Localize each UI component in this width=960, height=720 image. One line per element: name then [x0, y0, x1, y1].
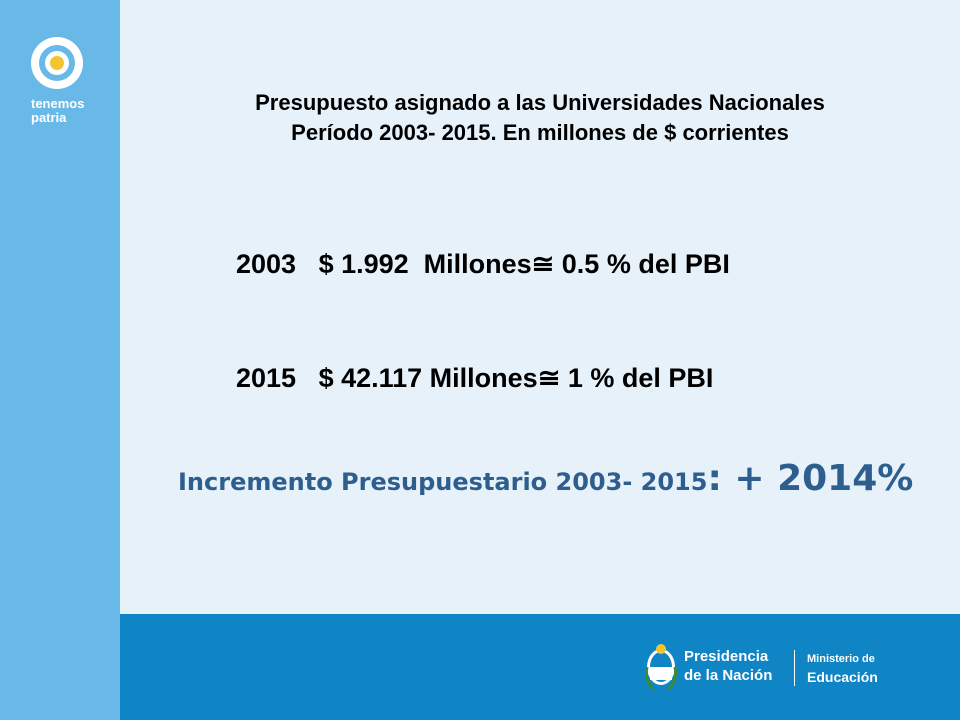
slide-body — [120, 0, 960, 614]
ministerio-line-2: Educación — [807, 669, 878, 685]
increment-value: : + 2014% — [707, 458, 914, 499]
sidebar — [0, 0, 120, 720]
argentina-coat-of-arms-icon — [644, 644, 678, 691]
slide-title: Presupuesto asignado a las Universidades… — [120, 88, 960, 148]
budget-row-2015: 2015 $ 42.117 Millones≅ 1 % del PBI — [120, 332, 960, 394]
logo-line-1: tenemos — [31, 96, 85, 111]
presidencia-line-1: Presidencia — [684, 648, 769, 665]
footer-bar — [120, 614, 960, 720]
ministerio-label: Ministerio de Educación — [807, 650, 878, 686]
ministerio-line-1: Ministerio de — [807, 653, 875, 665]
title-line-2: Período 2003- 2015. En millones de $ cor… — [291, 120, 789, 145]
budget-row-2015-text: 2015 $ 42.117 Millones≅ 1 % del PBI — [236, 363, 714, 393]
sun-circle-logo-icon — [31, 37, 83, 89]
presidencia-line-2: de la Nación — [684, 667, 773, 684]
footer-divider — [794, 650, 795, 686]
budget-row-2003-text: 2003 $ 1.992 Millones≅ 0.5 % del PBI — [236, 249, 730, 279]
budget-row-2003: 2003 $ 1.992 Millones≅ 0.5 % del PBI — [120, 218, 960, 280]
title-line-1: Presupuesto asignado a las Universidades… — [255, 90, 825, 115]
brand-logo-text: tenemos patria — [31, 97, 84, 125]
logo-line-2: patria — [31, 110, 67, 125]
increment-highlight: Incremento Presupuestario 2003- 2015: + … — [178, 458, 913, 499]
increment-label: Incremento Presupuestario 2003- 2015 — [178, 468, 708, 496]
presidencia-label: Presidencia de la Nación — [684, 647, 772, 685]
